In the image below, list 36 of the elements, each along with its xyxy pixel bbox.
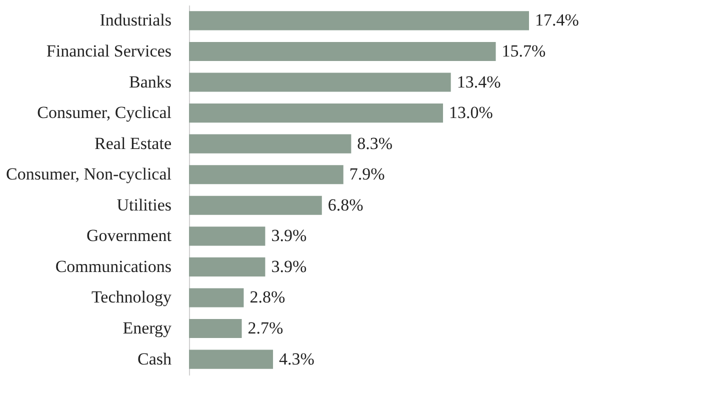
y-tick-label: Banks [129,72,172,92]
bar [189,134,352,154]
data-label: 7.9% [349,164,385,184]
data-label: 13.0% [449,103,493,122]
data-label: 2.8% [250,288,286,307]
data-label: 8.3% [357,134,393,153]
data-label: 4.3% [279,349,314,368]
y-tick-label: Communications [55,256,172,276]
bar [189,318,242,338]
bar [189,11,529,30]
bar [189,196,322,215]
y-tick-label: Consumer, Non-cyclical [6,164,172,184]
bar [189,226,266,246]
bar [189,42,496,62]
data-label: 15.7% [502,41,546,60]
y-tick-label: Cash [138,349,172,368]
data-label: 2.7% [248,318,284,338]
bar [189,257,266,276]
bar [189,165,344,184]
bar [189,350,274,369]
data-label: 3.9% [271,256,307,276]
bar [189,72,451,92]
y-tick-label: Consumer, Cyclical [37,103,172,122]
bar [189,104,444,123]
y-tick-label: Utilities [116,195,172,214]
data-label: 6.8% [328,195,364,214]
bar [189,288,244,308]
y-tick-label: Real Estate [94,134,172,153]
data-label: 13.4% [456,72,501,92]
y-tick-label: Government [86,226,172,246]
data-label: 17.4% [535,10,579,30]
y-tick-label: Industrials [100,10,172,30]
y-tick-label: Technology [91,288,172,307]
y-tick-label: Financial Services [46,41,172,60]
y-tick-label: Energy [122,318,172,338]
data-label: 3.9% [271,226,307,246]
